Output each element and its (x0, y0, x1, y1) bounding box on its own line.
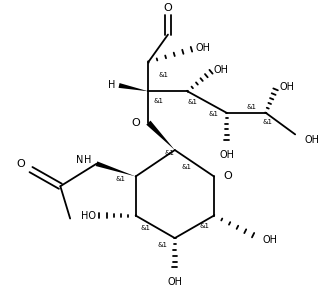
Text: OH: OH (219, 150, 234, 160)
Text: OH: OH (195, 43, 210, 53)
Text: O: O (16, 159, 25, 169)
Polygon shape (146, 121, 175, 150)
Text: O: O (224, 171, 232, 181)
Text: &1: &1 (187, 99, 197, 105)
Text: &1: &1 (246, 104, 256, 110)
Text: H: H (84, 155, 92, 165)
Text: O: O (164, 3, 172, 13)
Text: &1: &1 (158, 72, 168, 78)
Text: OH: OH (167, 277, 182, 287)
Text: N: N (77, 155, 84, 165)
Text: &1: &1 (158, 242, 168, 248)
Text: &1: &1 (165, 150, 175, 156)
Text: OH: OH (214, 65, 229, 75)
Text: &1: &1 (209, 111, 219, 117)
Text: &1: &1 (116, 177, 126, 182)
Text: &1: &1 (263, 119, 273, 125)
Text: HO: HO (81, 211, 96, 221)
Text: &1: &1 (153, 98, 163, 104)
Text: H: H (108, 80, 115, 91)
Text: OH: OH (279, 82, 294, 92)
Text: OH: OH (263, 235, 278, 245)
Text: &1: &1 (182, 164, 192, 170)
Polygon shape (119, 83, 149, 91)
Text: O: O (132, 118, 141, 128)
Polygon shape (96, 161, 136, 177)
Text: &1: &1 (141, 225, 151, 231)
Text: &1: &1 (199, 223, 209, 230)
Text: OH: OH (305, 135, 320, 145)
